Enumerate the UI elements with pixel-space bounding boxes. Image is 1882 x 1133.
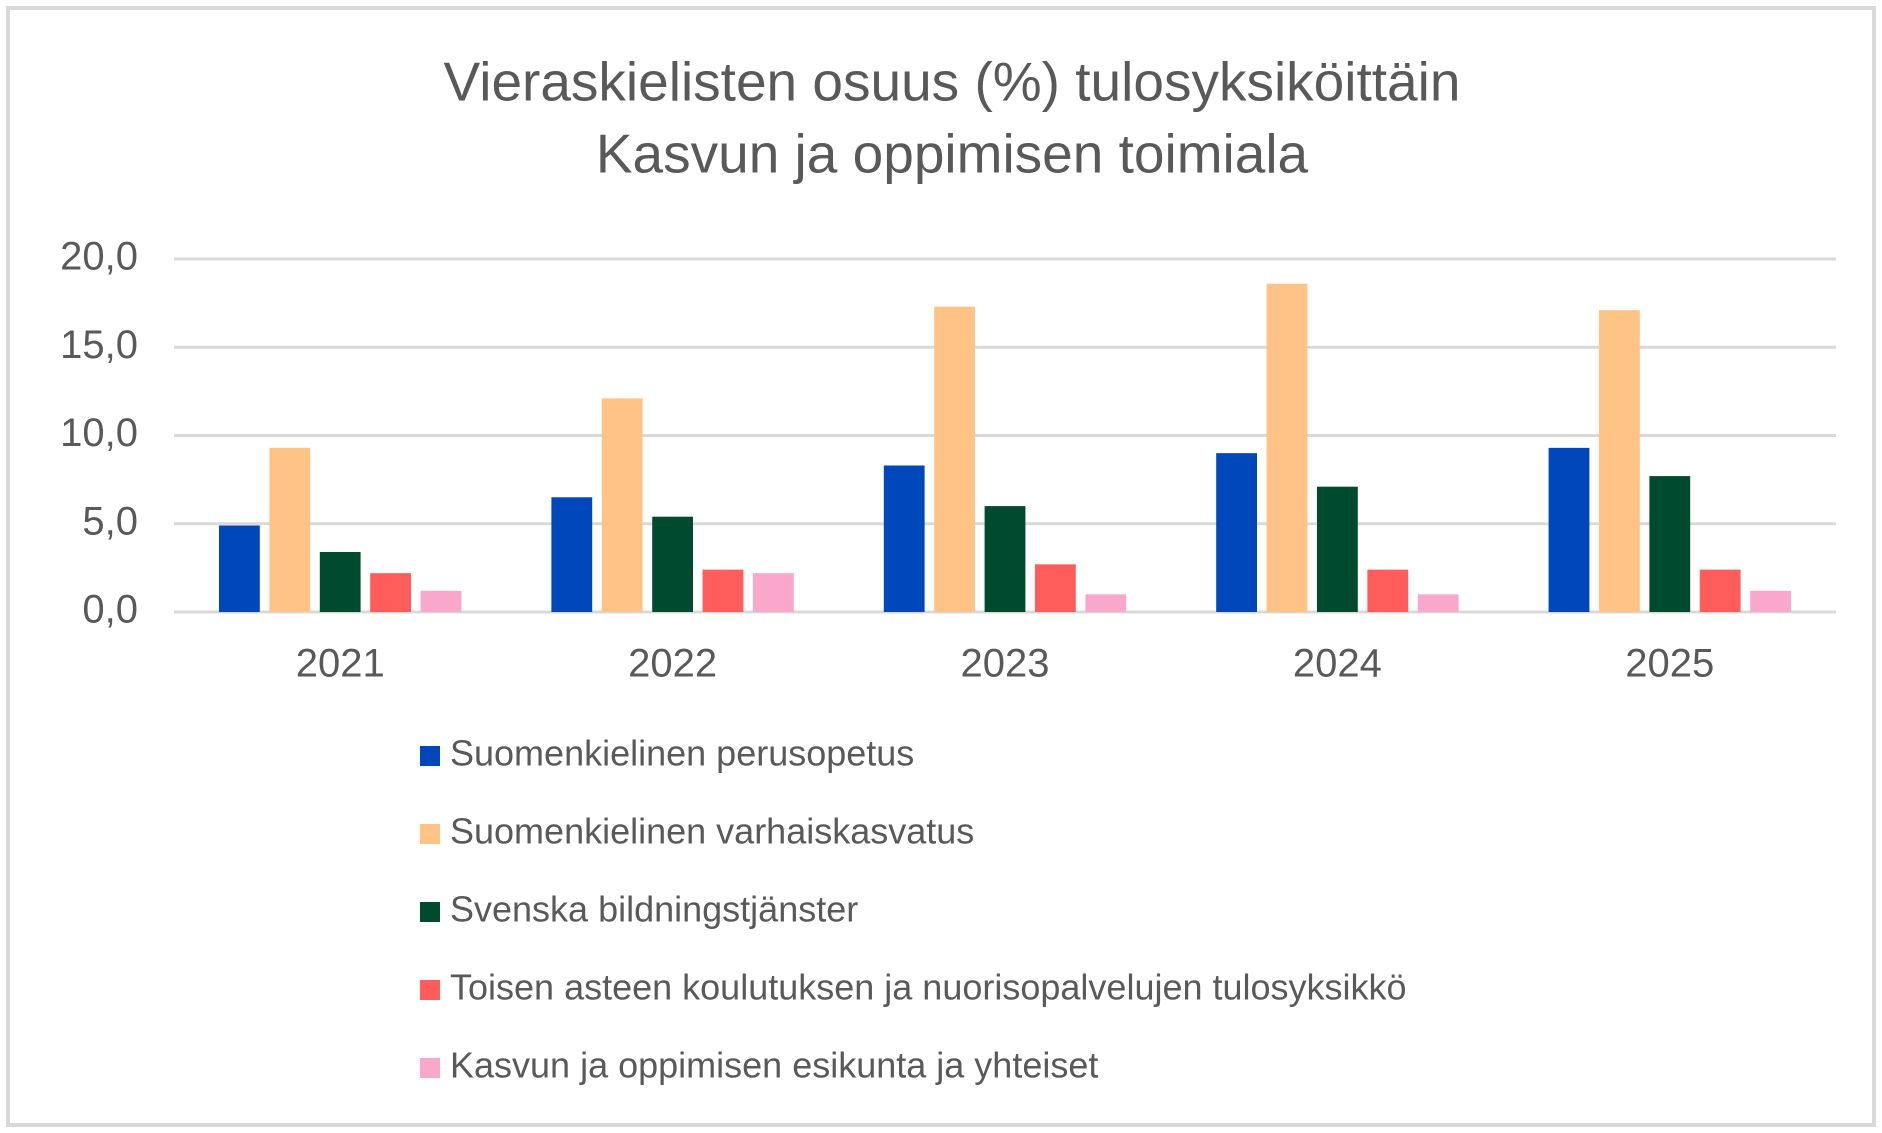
legend-label: Kasvun ja oppimisen esikunta ja yhteiset: [450, 1045, 1098, 1086]
bar: [319, 551, 361, 612]
bar: [601, 398, 643, 612]
bar: [1317, 486, 1358, 612]
bar: [1367, 569, 1409, 612]
y-tick-label: 15,0: [60, 323, 138, 367]
bar: [652, 516, 693, 612]
chart-title: Vieraskielisten osuus (%) tulosyksiköitt…: [444, 51, 1461, 113]
legend-label: Toisen asteen koulutuksen ja nuorisopalv…: [450, 967, 1407, 1008]
bar: [702, 569, 744, 612]
bar: [1216, 453, 1257, 612]
bar: [753, 573, 794, 612]
bar: [370, 573, 411, 612]
legend-swatch: [420, 980, 440, 1000]
x-tick-label: 2024: [1293, 642, 1382, 686]
bar: [1548, 447, 1590, 612]
bar: [1750, 590, 1791, 612]
legend-swatch: [420, 824, 440, 844]
x-tick-label: 2021: [296, 642, 385, 686]
bar: [1417, 594, 1459, 612]
bar: [1085, 594, 1127, 612]
y-tick-label: 5,0: [82, 499, 138, 543]
bar: [1699, 569, 1741, 612]
bar: [934, 306, 975, 612]
bar: [1599, 310, 1640, 612]
y-tick-label: 0,0: [82, 588, 138, 632]
legend-swatch: [420, 1058, 440, 1078]
x-tick-label: 2025: [1625, 642, 1714, 686]
chart-title: Kasvun ja oppimisen toimiala: [596, 123, 1309, 185]
x-tick-label: 2022: [628, 642, 717, 686]
legend-label: Svenska bildningstjänster: [450, 889, 858, 930]
bar: [420, 590, 462, 612]
bar: [269, 447, 311, 612]
bar: [551, 497, 593, 612]
legend-label: Suomenkielinen varhaiskasvatus: [450, 811, 974, 852]
bar: [219, 525, 260, 612]
bar: [1266, 283, 1308, 612]
legend-swatch: [420, 902, 440, 922]
x-tick-label: 2023: [961, 642, 1050, 686]
bar: [883, 465, 925, 612]
y-tick-label: 20,0: [60, 235, 138, 279]
y-tick-label: 10,0: [60, 411, 138, 455]
bar: [1649, 476, 1691, 612]
bar: [1035, 564, 1076, 612]
bar: [984, 506, 1026, 612]
legend-label: Suomenkielinen perusopetus: [450, 733, 914, 774]
legend-swatch: [420, 746, 440, 766]
